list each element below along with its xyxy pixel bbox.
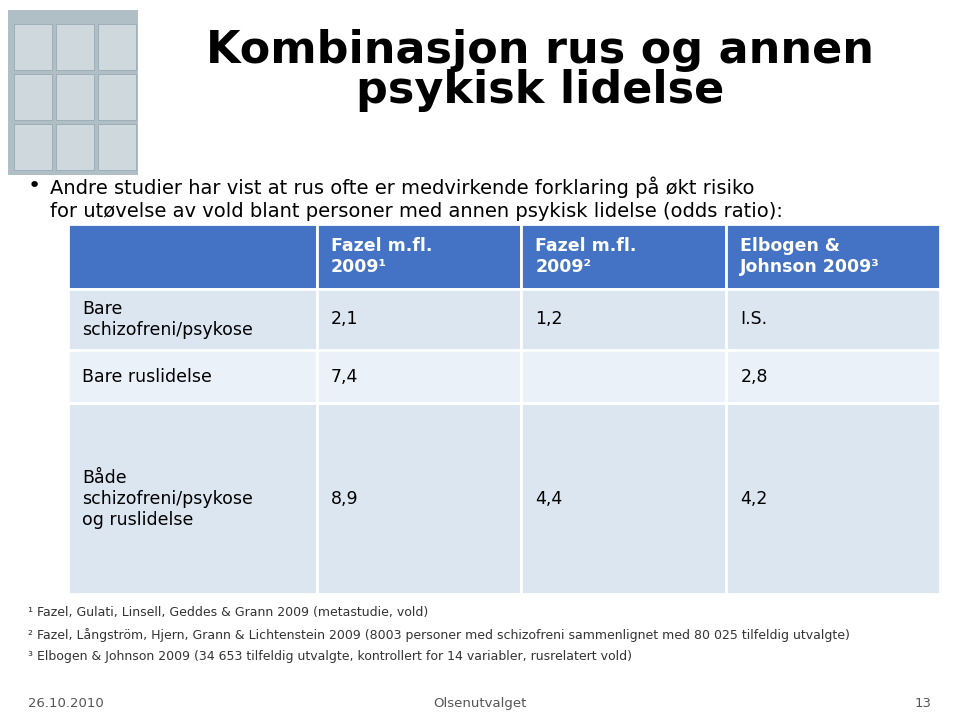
Bar [68, 350, 317, 403]
Bar [317, 350, 521, 403]
Text: Olsenutvalget: Olsenutvalget [433, 697, 527, 710]
Text: Kombinasjon rus og annen: Kombinasjon rus og annen [206, 29, 874, 72]
Text: for utøvelse av vold blant personer med annen psykisk lidelse (odds ratio):: for utøvelse av vold blant personer med … [50, 202, 782, 221]
Text: Bare
schizofreni/psykose: Bare schizofreni/psykose [82, 300, 252, 339]
Text: Bare ruslidelse: Bare ruslidelse [82, 368, 212, 386]
Bar [521, 224, 727, 289]
Text: Fazel m.fl.
2009²: Fazel m.fl. 2009² [536, 237, 636, 276]
Bar [56, 124, 94, 170]
Bar [14, 124, 52, 170]
Text: ³ Elbogen & Johnson 2009 (34 653 tilfeldig utvalgte, kontrollert for 14 variable: ³ Elbogen & Johnson 2009 (34 653 tilfeld… [28, 650, 632, 663]
Bar [521, 289, 727, 350]
Text: 4,2: 4,2 [740, 489, 768, 508]
Bar [68, 403, 317, 594]
Text: 1,2: 1,2 [536, 311, 563, 328]
Bar [727, 403, 940, 594]
Bar [727, 289, 940, 350]
Bar [56, 24, 94, 70]
Bar [317, 403, 521, 594]
Text: 13: 13 [915, 697, 932, 710]
Text: 4,4: 4,4 [536, 489, 563, 508]
Text: Både
schizofreni/psykose
og ruslidelse: Både schizofreni/psykose og ruslidelse [82, 469, 252, 529]
Bar [521, 403, 727, 594]
Text: 2,8: 2,8 [740, 368, 768, 386]
Bar [317, 224, 521, 289]
Bar [98, 74, 136, 120]
Bar [14, 74, 52, 120]
Bar [8, 10, 138, 175]
Bar [98, 24, 136, 70]
Bar [68, 289, 317, 350]
Bar [521, 350, 727, 403]
Bar [56, 74, 94, 120]
Text: Elbogen &
Johnson 2009³: Elbogen & Johnson 2009³ [740, 237, 880, 276]
Text: Andre studier har vist at rus ofte er medvirkende forklaring på økt risiko: Andre studier har vist at rus ofte er me… [50, 176, 755, 198]
Text: 26.10.2010: 26.10.2010 [28, 697, 104, 710]
Text: 8,9: 8,9 [330, 489, 358, 508]
Bar [727, 224, 940, 289]
Bar [727, 350, 940, 403]
Bar [68, 224, 317, 289]
Text: 7,4: 7,4 [330, 368, 358, 386]
Text: ² Fazel, Långström, Hjern, Grann & Lichtenstein 2009 (8003 personer med schizofr: ² Fazel, Långström, Hjern, Grann & Licht… [28, 628, 850, 642]
Bar [98, 124, 136, 170]
Text: I.S.: I.S. [740, 311, 767, 328]
Bar [14, 24, 52, 70]
Text: Fazel m.fl.
2009¹: Fazel m.fl. 2009¹ [330, 237, 432, 276]
Text: 2,1: 2,1 [330, 311, 358, 328]
Text: psykisk lidelse: psykisk lidelse [356, 69, 724, 112]
Text: ¹ Fazel, Gulati, Linsell, Geddes & Grann 2009 (metastudie, vold): ¹ Fazel, Gulati, Linsell, Geddes & Grann… [28, 606, 428, 619]
Text: •: • [28, 176, 41, 196]
Bar [317, 289, 521, 350]
